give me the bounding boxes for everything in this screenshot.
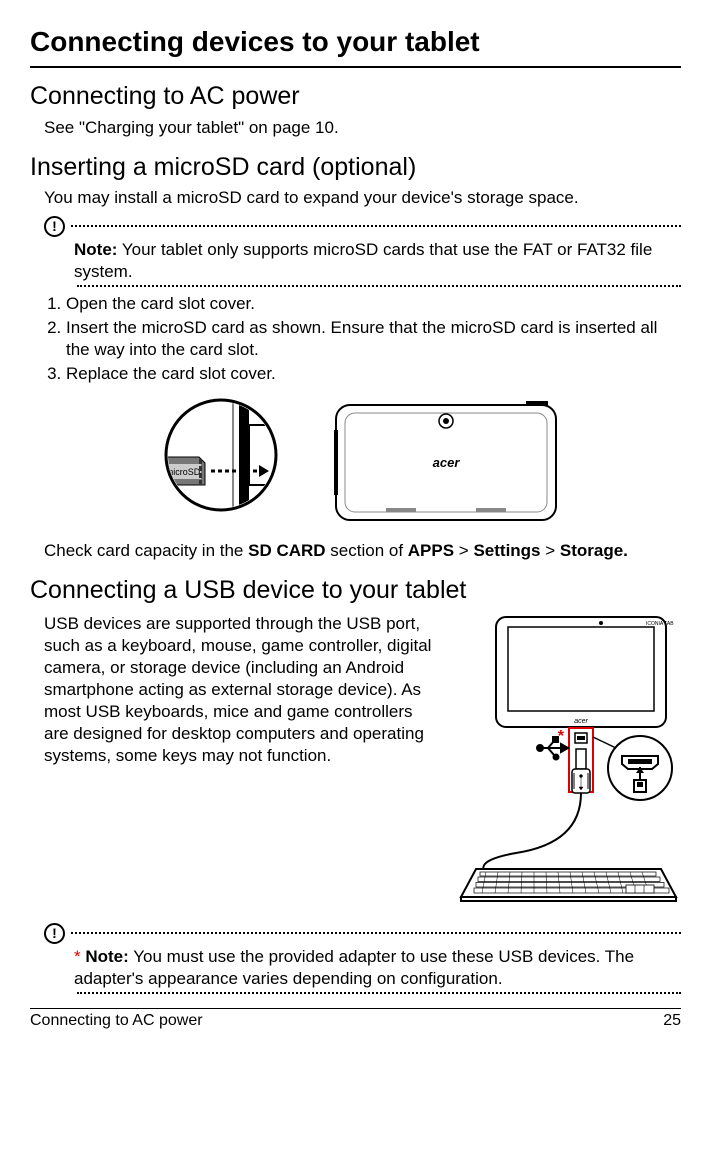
dotted-rule: [77, 992, 681, 994]
note-text: Your tablet only supports microSD cards …: [74, 240, 652, 281]
sd-figure: microSD acer: [30, 395, 681, 530]
tablet-back-illustration: acer: [331, 395, 561, 530]
note-label: Note:: [85, 947, 128, 966]
ac-reference: See "Charging your tablet" on page 10.: [44, 117, 681, 139]
sd-detail-illustration: microSD: [151, 395, 311, 530]
svg-text:ICONIA TAB: ICONIA TAB: [646, 621, 674, 627]
note-text: You must use the provided adapter to use…: [74, 947, 634, 988]
dotted-rule: [77, 285, 681, 287]
warning-icon: !: [44, 923, 65, 944]
step-3: Replace the card slot cover.: [66, 363, 681, 385]
sd-steps: Open the card slot cover. Insert the mic…: [44, 293, 681, 385]
check-capacity: Check card capacity in the SD CARD secti…: [44, 540, 681, 562]
step-2: Insert the microSD card as shown. Ensure…: [66, 317, 681, 361]
page-footer: Connecting to AC power 25: [30, 1008, 681, 1032]
usb-description: USB devices are supported through the US…: [44, 613, 440, 768]
warning-icon: !: [44, 216, 65, 237]
dotted-rule: [71, 932, 681, 934]
step-1: Open the card slot cover.: [66, 293, 681, 315]
dotted-rule: [71, 225, 681, 227]
note-usb: ! * Note: You must use the provided adap…: [44, 923, 681, 994]
note-label: Note:: [74, 240, 117, 259]
page-number: 25: [663, 1011, 681, 1032]
heading-ac-power: Connecting to AC power: [30, 80, 681, 113]
brand-logo: acer: [432, 455, 460, 470]
footer-section-title: Connecting to AC power: [30, 1011, 203, 1032]
svg-text:acer: acer: [574, 718, 588, 725]
page-title: Connecting devices to your tablet: [30, 24, 681, 68]
heading-usb: Connecting a USB device to your tablet: [30, 574, 681, 607]
usb-figure: acer ICONIA TAB *: [456, 613, 681, 903]
asterisk-red: *: [74, 947, 85, 966]
heading-microsd: Inserting a microSD card (optional): [30, 151, 681, 184]
sd-intro: You may install a microSD card to expand…: [44, 187, 681, 209]
note-microsd: ! Note: Your tablet only supports microS…: [44, 216, 681, 287]
